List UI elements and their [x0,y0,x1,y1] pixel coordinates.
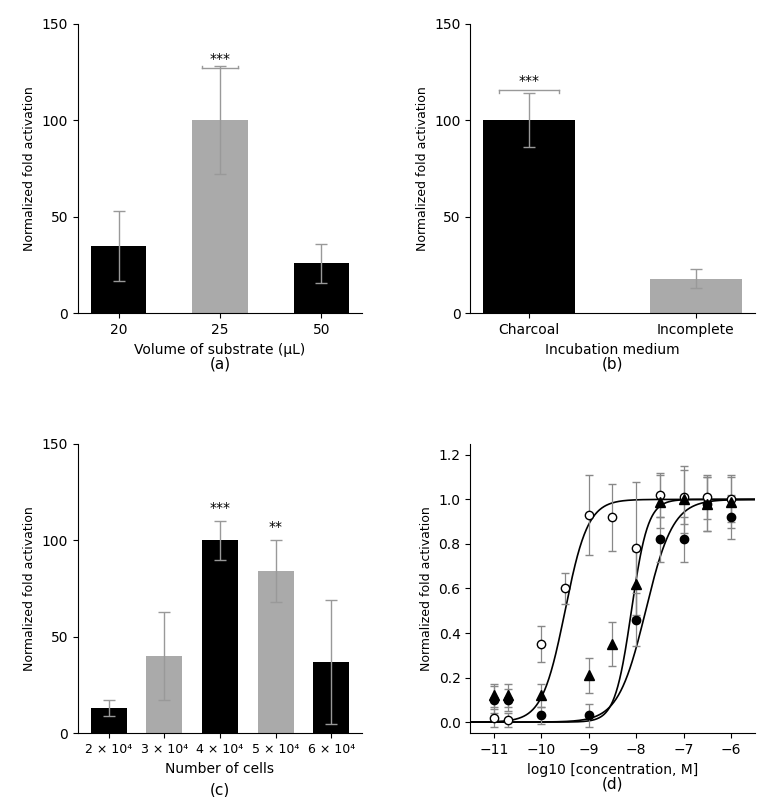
Text: (a): (a) [209,356,230,371]
Text: ***: *** [519,73,540,88]
X-axis label: Number of cells: Number of cells [166,761,275,775]
Text: (b): (b) [601,356,623,371]
Text: **: ** [268,520,282,535]
Text: ***: *** [209,501,230,515]
Bar [258,571,293,733]
Bar [483,120,575,313]
X-axis label: Incubation medium: Incubation medium [545,343,680,357]
Bar [202,540,238,733]
Bar [146,656,183,733]
Bar [313,662,349,733]
Bar [650,279,741,313]
Y-axis label: Normalized fold activation: Normalized fold activation [23,86,36,251]
X-axis label: Volume of substrate (μL): Volume of substrate (μL) [135,343,306,357]
Text: (d): (d) [601,776,623,791]
Y-axis label: Normalized fold activation: Normalized fold activation [415,86,429,251]
Y-axis label: Normalized fold activation: Normalized fold activation [23,506,36,671]
Bar [91,709,127,733]
Bar [91,246,146,313]
Y-axis label: Normalized fold activation: Normalized fold activation [420,506,433,671]
Bar [192,120,248,313]
Bar [293,263,349,313]
X-axis label: log10 [concentration, M]: log10 [concentration, M] [527,763,698,776]
Text: (c): (c) [210,782,230,797]
Text: ***: *** [209,53,230,66]
